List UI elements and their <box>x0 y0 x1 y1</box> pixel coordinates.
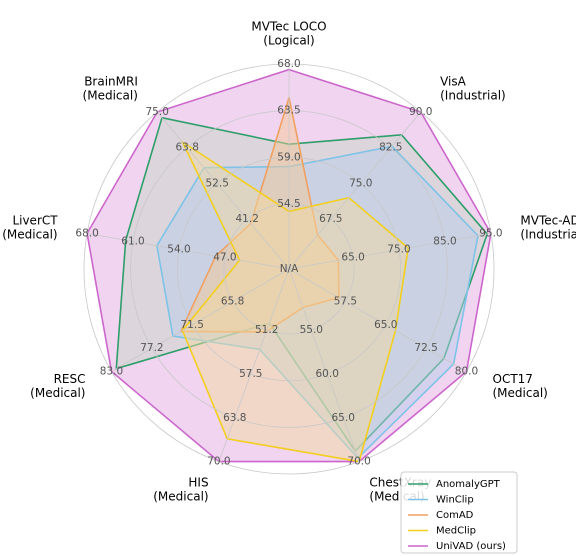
tick-label-oct17-1: 57.5 <box>334 296 357 308</box>
tick-label-oct17-3: 72.5 <box>414 342 437 354</box>
axis-label-mvtec-ad: MVTec-AD(Industrial) <box>520 214 576 242</box>
legend-box <box>400 471 518 554</box>
axis-label-mvtec-loco: MVTec LOCO (Logical) <box>251 20 326 48</box>
center-na-label: N/A <box>280 263 299 275</box>
tick-label-brainmri-1: 41.2 <box>236 213 259 225</box>
tick-label-chestxray-3: 65.0 <box>332 412 355 424</box>
axis-label-his: HIS (Medical) <box>153 475 208 503</box>
tick-label-visa-2: 75.0 <box>349 177 372 189</box>
tick-label-mvtec-loco-2: 59.0 <box>277 151 300 163</box>
spoke-mvtec-ad <box>288 233 491 270</box>
tick-label-chestxray-2: 60.0 <box>316 368 339 380</box>
spoke-brainmri <box>156 111 290 270</box>
axis-label-brainmri: BrainMRI (Medical) <box>83 75 138 103</box>
tick-label-visa-1: 67.5 <box>319 213 342 225</box>
tick-label-brainmri-2: 52.5 <box>206 177 229 189</box>
axis-label-oct17: OCT17 (Medical) <box>493 372 548 400</box>
tick-label-his-4: 70.0 <box>207 456 230 468</box>
tick-label-mvtec-loco-4: 68.0 <box>277 58 300 70</box>
axis-label-visa: VisA (Industrial) <box>440 75 506 103</box>
tick-label-his-1: 51.2 <box>255 324 278 336</box>
tick-label-brainmri-4: 75.0 <box>146 106 169 118</box>
spoke-liverct <box>87 233 290 270</box>
tick-label-his-2: 57.5 <box>239 368 262 380</box>
tick-label-liverct-2: 54.0 <box>167 244 190 256</box>
spoke-resc <box>111 268 290 372</box>
legend-label-comad: ComAD <box>436 510 474 521</box>
tick-label-mvtec-loco-1: 54.5 <box>277 198 300 210</box>
spoke-oct17 <box>288 268 467 372</box>
axis-label-liverct: LiverCT (Medical) <box>2 214 58 242</box>
tick-label-liverct-1: 47.0 <box>213 252 236 264</box>
series-layer <box>86 68 492 463</box>
legend-label-anomalygpt: AnomalyGPT <box>436 479 501 490</box>
tick-label-chestxray-4: 70.0 <box>347 456 370 468</box>
legend-label-univad-ours: UniVAD (ours) <box>436 541 506 552</box>
axis-label-resc: RESC (Medical) <box>30 372 85 400</box>
tick-layer: 54.5 59.0 63.5 68.0 67.5 75.0 82.5 90.0 65.0 75.0… <box>75 58 502 468</box>
tick-label-visa-3: 82.5 <box>379 142 402 154</box>
tick-label-visa-4: 90.0 <box>409 106 432 118</box>
grid-layer <box>83 63 495 475</box>
tick-label-resc-2: 71.5 <box>181 319 204 331</box>
tick-label-his-3: 63.8 <box>223 412 246 424</box>
tick-label-oct17-2: 65.0 <box>374 319 397 331</box>
tick-label-mvtec-ad-2: 75.0 <box>387 244 410 256</box>
tick-label-chestxray-1: 55.0 <box>300 324 323 336</box>
tick-label-mvtec-ad-1: 65.0 <box>341 252 364 264</box>
legend-label-medclip: MedClip <box>436 526 476 537</box>
tick-label-liverct-4: 68.0 <box>75 227 98 239</box>
tick-label-oct17-4: 80.0 <box>455 366 478 378</box>
tick-label-resc-1: 65.8 <box>221 296 244 308</box>
legend: AnomalyGPT WinClip ComAD MedClip UniVAD (our… <box>400 471 518 554</box>
spoke-his <box>218 268 290 462</box>
tick-label-resc-3: 77.2 <box>140 342 163 354</box>
tick-label-mvtec-ad-4: 95.0 <box>479 227 502 239</box>
tick-label-mvtec-ad-3: 85.0 <box>433 236 456 248</box>
legend-label-winclip: WinClip <box>436 495 474 506</box>
spoke-chestxray <box>288 268 360 462</box>
tick-label-brainmri-3: 63.8 <box>176 142 199 154</box>
series-medclip <box>180 139 410 463</box>
tick-label-mvtec-loco-3: 63.5 <box>277 105 300 117</box>
spoke-visa <box>288 111 422 270</box>
tick-label-resc-4: 83.0 <box>100 366 123 378</box>
tick-label-liverct-3: 61.0 <box>121 236 144 248</box>
